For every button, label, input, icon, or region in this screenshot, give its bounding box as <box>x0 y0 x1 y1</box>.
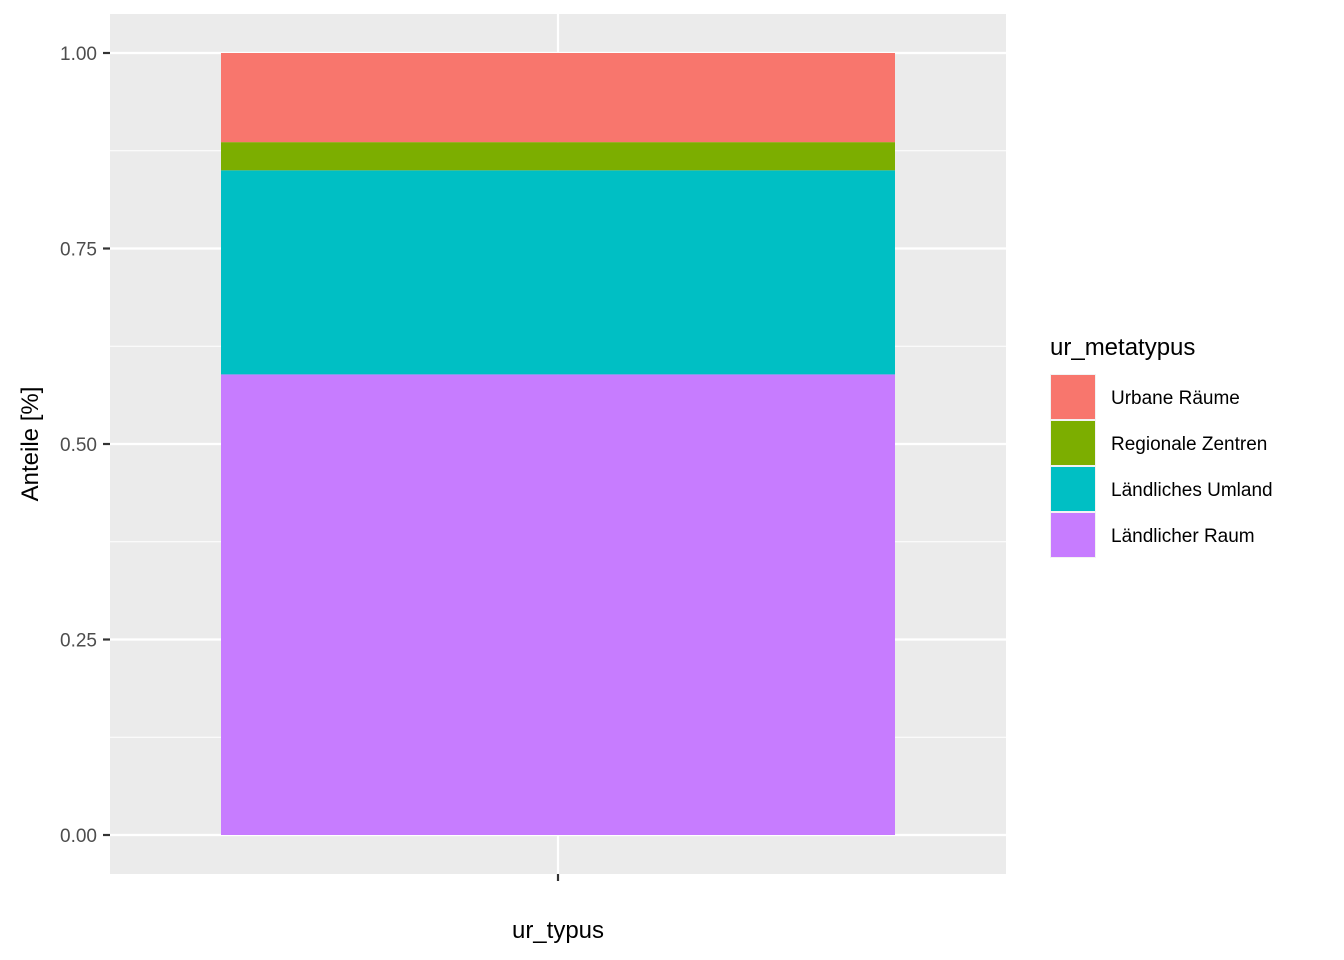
y-tick-label: 1.00 <box>60 44 97 65</box>
y-axis: 0.00 0.25 0.50 0.75 1.00 <box>60 44 110 847</box>
legend-key <box>1051 513 1095 557</box>
bar-segment-3 <box>221 170 895 375</box>
legend-label: Ländlicher Raum <box>1111 526 1255 547</box>
bar-segment-4 <box>221 374 895 835</box>
y-tick-label: 0.00 <box>60 826 97 847</box>
x-axis-title: ur_typus <box>512 917 604 944</box>
legend-key <box>1051 467 1095 511</box>
y-tick-label: 0.50 <box>60 435 97 456</box>
y-tick-label: 0.75 <box>60 240 97 261</box>
legend-key <box>1051 421 1095 465</box>
bar-segments <box>221 53 895 835</box>
y-axis-title: Anteile [%] <box>17 387 44 502</box>
legend-label: Ländliches Umland <box>1111 480 1273 501</box>
bar-segment-2 <box>221 142 895 171</box>
bar-segment-1 <box>221 53 895 143</box>
legend-key <box>1051 375 1095 419</box>
legend-items: Urbane Räume Regionale Zentren Ländliches … <box>1050 374 1273 558</box>
legend-title: ur_metatypus <box>1050 334 1195 361</box>
legend-label: Urbane Räume <box>1111 388 1240 409</box>
legend-label: Regionale Zentren <box>1111 434 1267 455</box>
legend: ur_metatypus Urbane Räume Regionale Zentr… <box>1050 334 1273 558</box>
y-tick-label: 0.25 <box>60 631 97 652</box>
